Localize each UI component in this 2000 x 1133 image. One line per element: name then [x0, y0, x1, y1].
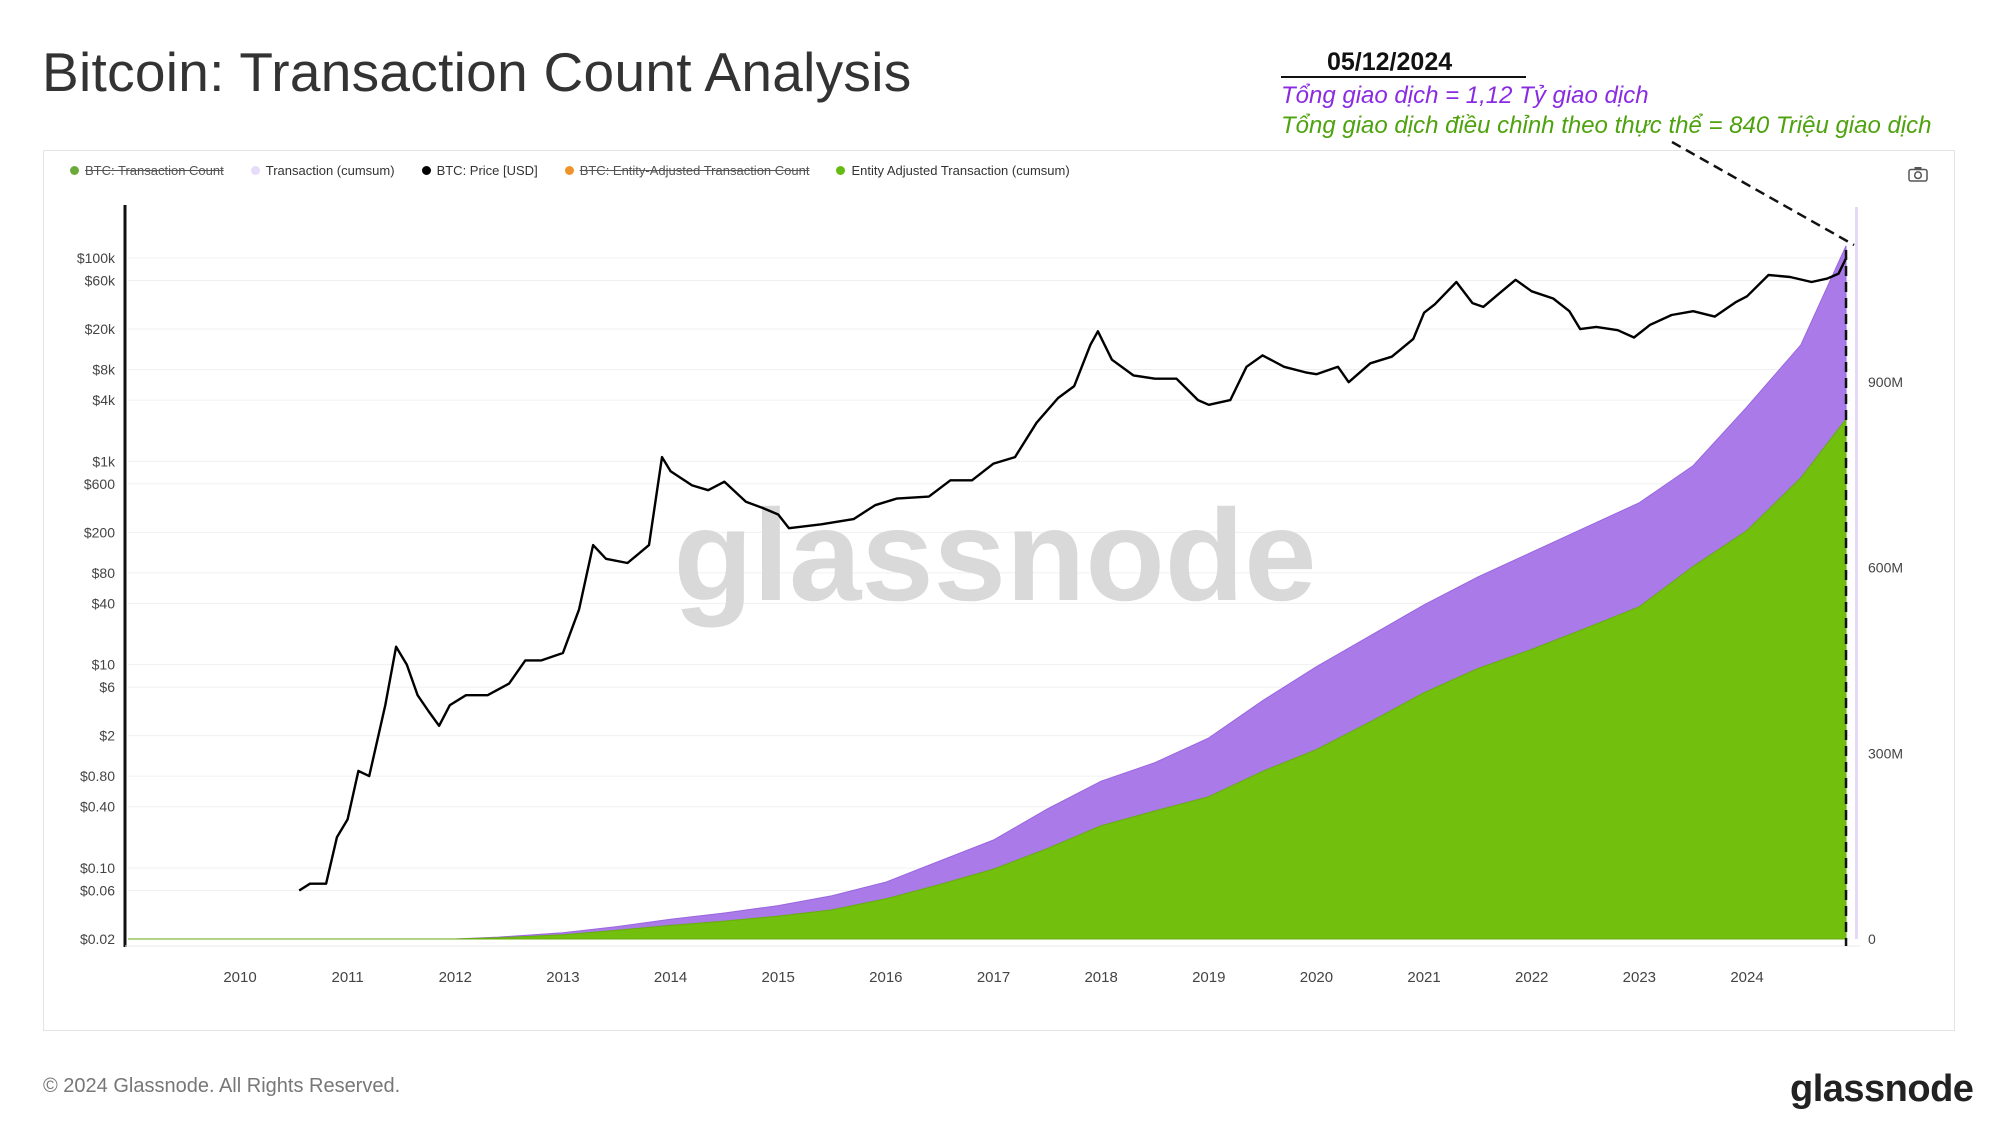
- left-tick-label: $2: [99, 728, 115, 744]
- annotation-connector-dashed-line: [1671, 140, 1855, 247]
- legend-dot: [564, 166, 574, 175]
- legend-dot: [421, 166, 431, 175]
- annotation-date: 05/12/2024: [1281, 48, 1526, 78]
- left-tick-label: $100k: [77, 250, 116, 266]
- x-tick-label: 2021: [1407, 969, 1440, 986]
- selection-band: [1855, 207, 1858, 939]
- x-tick-label: 2023: [1623, 969, 1656, 986]
- legend-label: Entity Adjusted Transaction (cumsum): [851, 163, 1070, 178]
- x-tick-label: 2013: [546, 969, 579, 986]
- x-tick-label: 2024: [1730, 969, 1763, 986]
- legend-label: BTC: Entity-Adjusted Transaction Count: [579, 163, 810, 178]
- legend-dot: [250, 166, 260, 175]
- watermark: glassnode: [674, 482, 1317, 628]
- footer-logo: glassnode: [1790, 1068, 1974, 1110]
- x-tick-label: 2014: [654, 969, 687, 986]
- left-tick-label: $0.40: [80, 799, 115, 815]
- left-tick-label: $40: [92, 595, 116, 611]
- x-tick-label: 2010: [223, 969, 256, 986]
- chart-panel: [43, 150, 1955, 1031]
- legend-dot: [836, 166, 846, 175]
- left-tick-label: $0.10: [80, 860, 115, 876]
- camera-icon[interactable]: [1908, 166, 1928, 182]
- legend-dot: [70, 166, 79, 175]
- left-tick-label: $200: [84, 524, 115, 540]
- left-tick-label: $60k: [85, 273, 116, 289]
- x-tick-label: 2019: [1192, 969, 1225, 986]
- left-tick-label: $0.06: [80, 882, 115, 898]
- date-annotation: 05/12/2024 Tổng giao dịch = 1,12 Tỷ giao…: [1281, 48, 1932, 140]
- left-tick-label: $6: [99, 679, 115, 695]
- legend-label: BTC: Price [USD]: [436, 163, 538, 178]
- footer-copyright: © 2024 Glassnode. All Rights Reserved.: [43, 1075, 401, 1097]
- x-tick-label: 2015: [762, 969, 795, 986]
- annotation-entity-adjusted-transactions: Tổng giao dịch điều chỉnh theo thực thể …: [1281, 112, 1932, 139]
- left-tick-label: $8k: [92, 362, 116, 378]
- left-tick-label: $10: [92, 657, 116, 673]
- legend-item-transaction-cumsum[interactable]: Transaction (cumsum): [250, 163, 395, 178]
- left-tick-label: $0.02: [80, 931, 115, 947]
- left-tick-label: $4k: [92, 392, 116, 408]
- legend-item-entity-adjusted-count[interactable]: BTC: Entity-Adjusted Transaction Count: [564, 163, 810, 178]
- left-tick-label: $0.80: [80, 768, 115, 784]
- x-tick-label: 2011: [332, 969, 364, 986]
- right-tick-label: 600M: [1868, 560, 1903, 576]
- annotation-total-transactions: Tổng giao dịch = 1,12 Tỷ giao dịch: [1281, 82, 1649, 109]
- x-tick-label: 2022: [1515, 969, 1548, 986]
- left-tick-label: $1k: [92, 453, 116, 469]
- page-title: Bitcoin: Transaction Count Analysis: [42, 41, 912, 103]
- x-tick-label: 2018: [1084, 969, 1117, 986]
- legend-item-entity-adjusted-cumsum[interactable]: Entity Adjusted Transaction (cumsum): [836, 163, 1070, 178]
- x-tick-label: 2012: [439, 969, 472, 986]
- x-tick-label: 2016: [869, 969, 902, 986]
- left-tick-label: $20k: [85, 321, 116, 337]
- left-tick-label: $600: [84, 476, 115, 492]
- series-entity-adjusted-cumsum-area: [128, 417, 1847, 940]
- chart-legend: BTC: Transaction Count Transaction (cums…: [70, 163, 1070, 178]
- left-tick-label: $80: [92, 565, 116, 581]
- right-tick-label: 300M: [1868, 745, 1903, 761]
- legend-label: Transaction (cumsum): [265, 163, 395, 178]
- x-tick-label: 2017: [977, 969, 1010, 986]
- right-tick-label: 900M: [1868, 374, 1903, 390]
- x-tick-label: 2020: [1300, 969, 1333, 986]
- series-btc-price-line: [298, 257, 1848, 892]
- right-tick-label: 0: [1868, 931, 1876, 947]
- legend-item-transaction-count[interactable]: BTC: Transaction Count: [70, 163, 224, 178]
- legend-item-btc-price[interactable]: BTC: Price [USD]: [421, 163, 538, 178]
- legend-label: BTC: Transaction Count: [85, 163, 224, 178]
